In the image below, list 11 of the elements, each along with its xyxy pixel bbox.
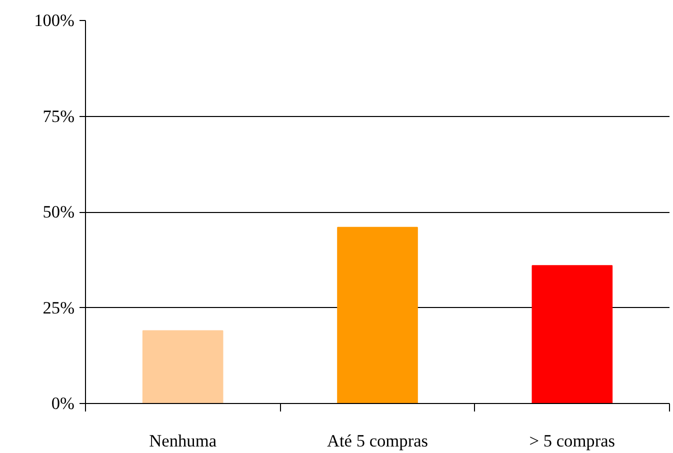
bar [532,265,613,404]
y-tick-label: 100% [34,11,75,30]
bar [337,226,418,404]
y-tick-label: 75% [42,106,75,126]
y-tick-label: 0% [51,394,75,413]
x-tick-label: Até 5 compras [326,432,428,450]
bar [142,330,224,404]
y-tick-label: 25% [42,298,75,318]
y-tick-label: 50% [42,202,75,222]
x-tick-label: > 5 compras [529,432,616,450]
x-tick-label: Nenhuma [149,432,217,450]
